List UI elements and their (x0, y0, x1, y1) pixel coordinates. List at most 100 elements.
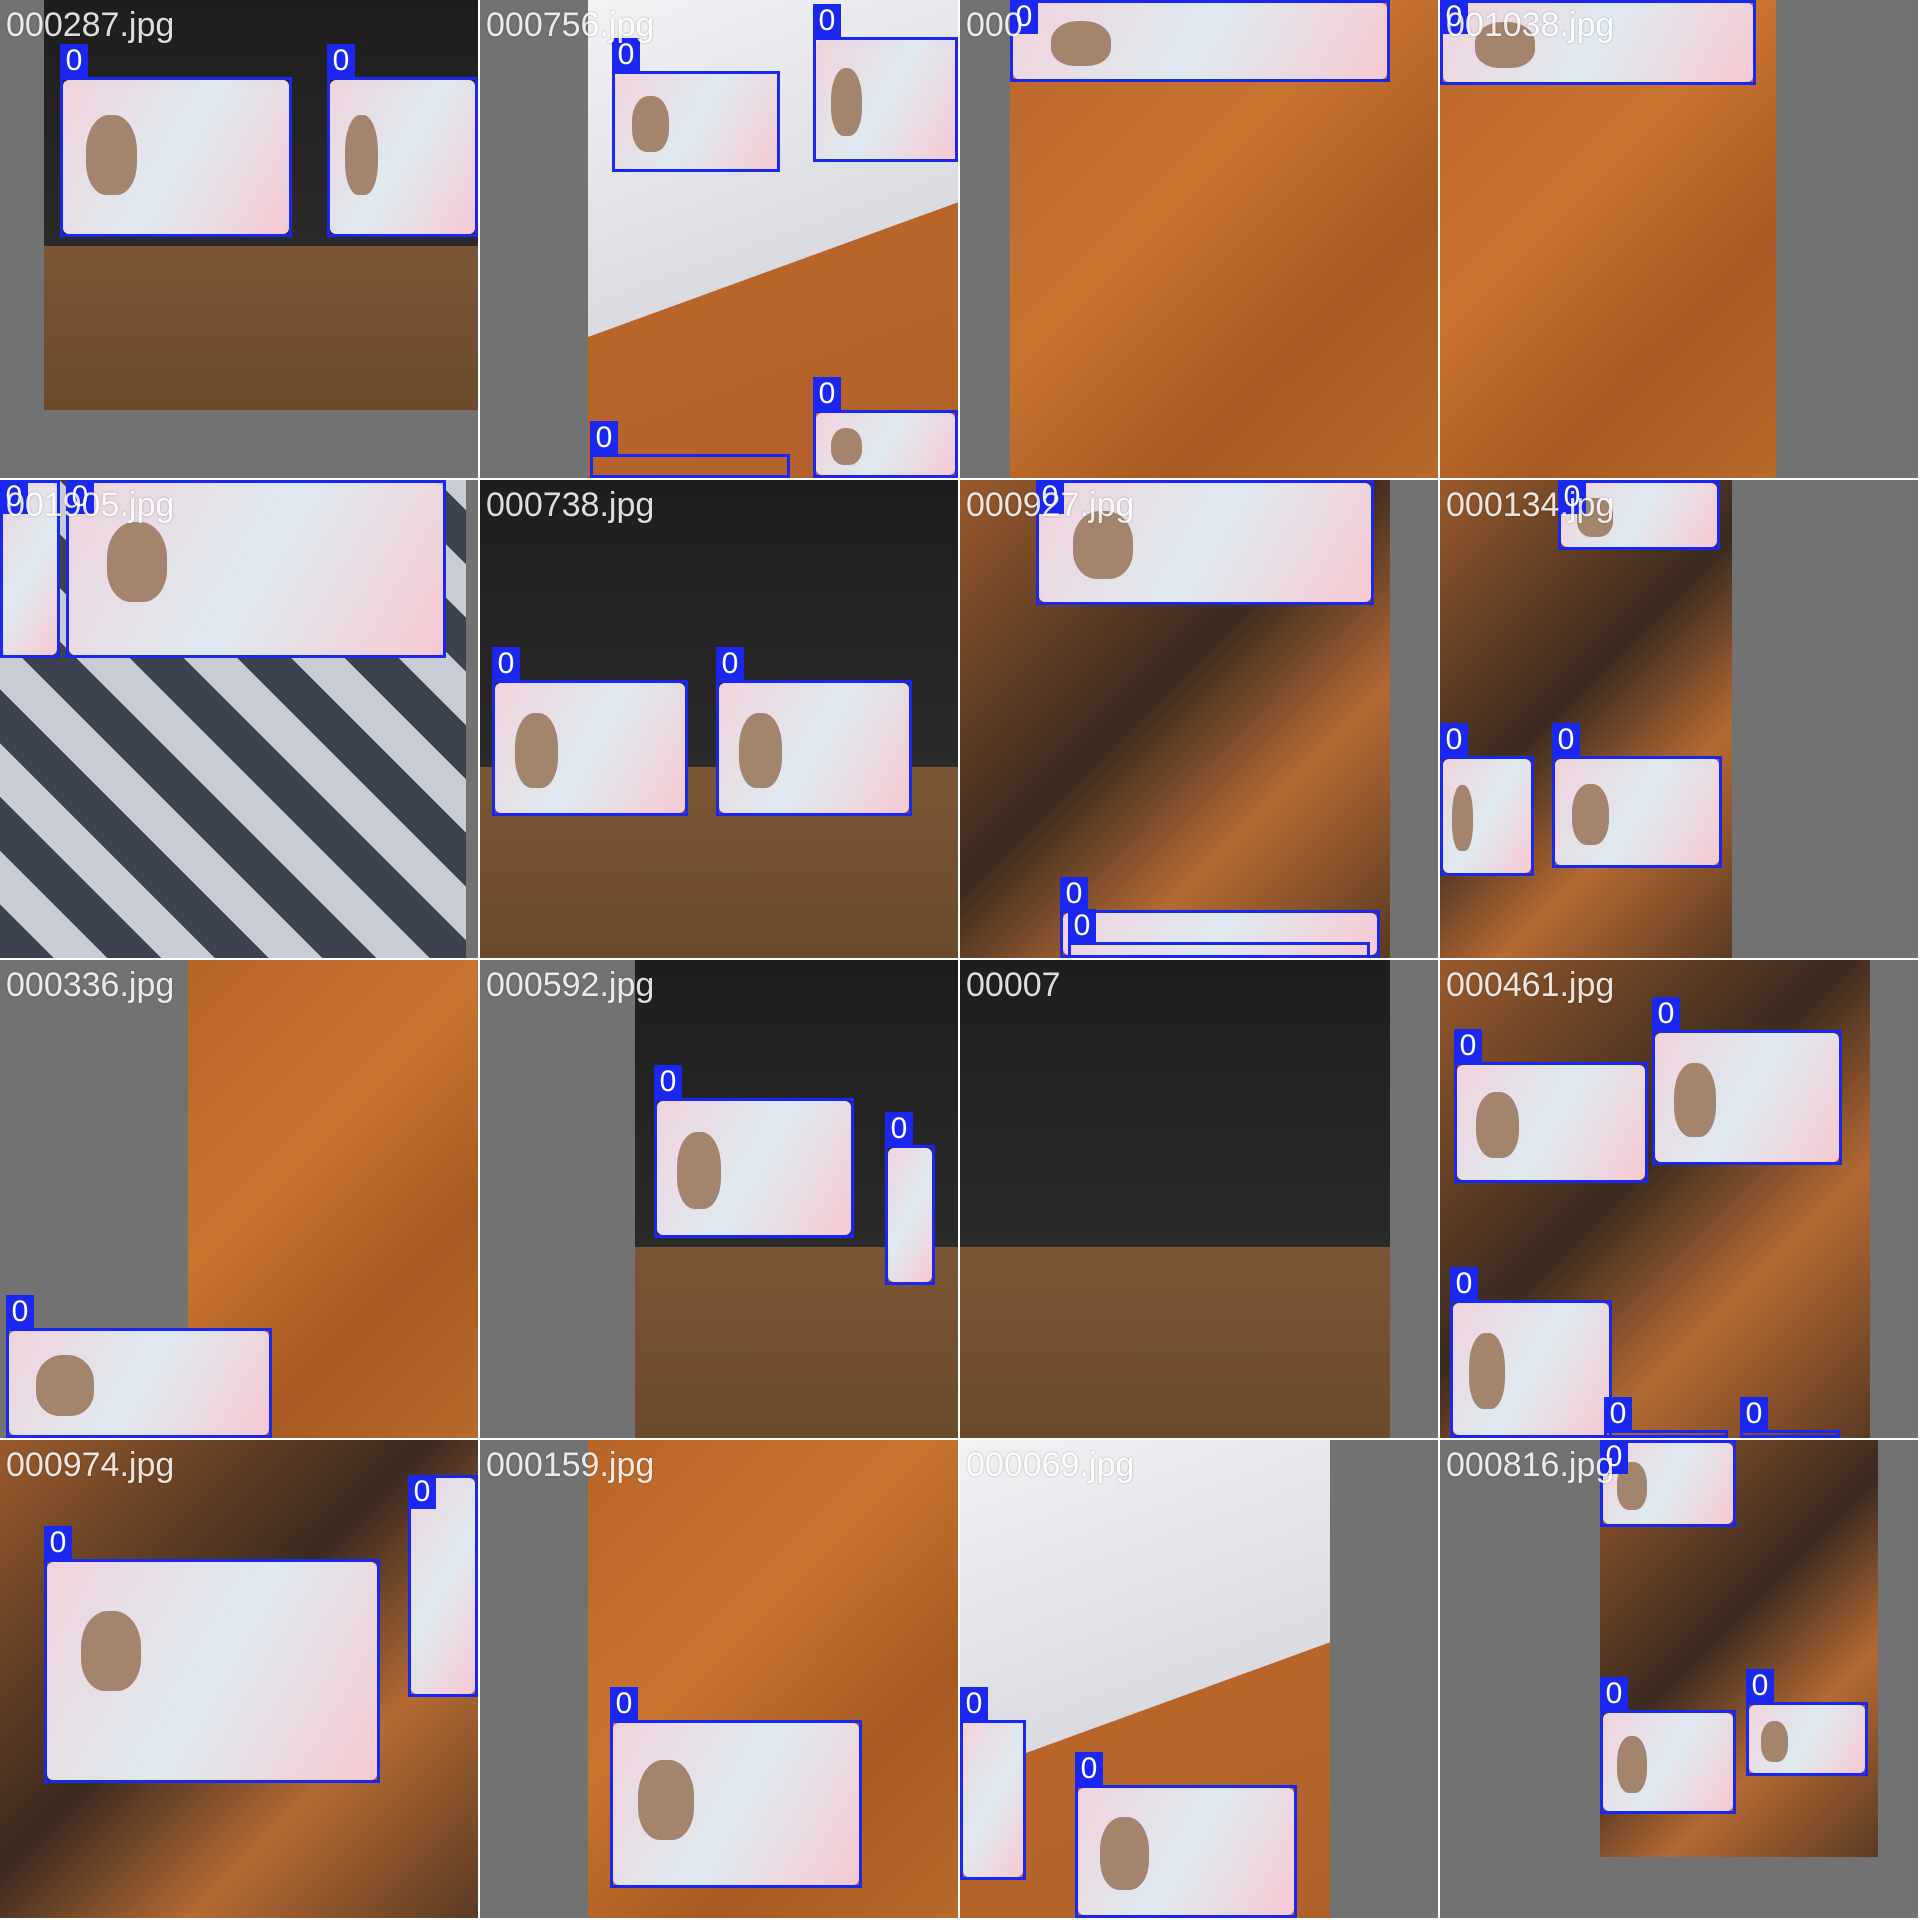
id-card (411, 1478, 475, 1694)
id-card (1063, 913, 1377, 955)
portrait-photo (1476, 1091, 1520, 1159)
class-label: 0 (960, 1687, 988, 1721)
class-label: 0 (60, 44, 88, 78)
tile-photo (1440, 480, 1732, 958)
detection-box: 0 (1454, 1029, 1648, 1183)
id-card (615, 74, 777, 169)
portrait-photo (830, 427, 863, 466)
class-label: 0 (492, 647, 520, 681)
mosaic-tile: 0 0 0 000134.jpg (1440, 480, 1918, 958)
detection-box: 0 (0, 480, 60, 658)
detection-box: 0 (1440, 723, 1534, 876)
id-card (1555, 759, 1719, 865)
mosaic-tile: 0 0 001905.jpg (0, 480, 478, 958)
detection-box: 0 (60, 44, 292, 237)
class-label: 0 (1060, 877, 1088, 911)
class-label: 0 (1440, 723, 1468, 757)
id-card (888, 1148, 932, 1282)
detection-box: 0 (885, 1112, 935, 1285)
class-label: 0 (1068, 909, 1096, 943)
detection-box: 0 (1746, 1669, 1868, 1776)
detection-box: 0 (1652, 997, 1842, 1165)
filename-label: 000069.jpg (966, 1446, 1135, 1484)
class-label: 0 (1552, 723, 1580, 757)
id-card (613, 1723, 859, 1885)
class-label: 0 (66, 480, 94, 514)
class-label: 0 (1075, 1752, 1103, 1786)
portrait-photo (1572, 783, 1610, 846)
detection-box: 0 (1068, 909, 1370, 958)
detection-box: 0 (1440, 0, 1756, 85)
class-label: 0 (1010, 0, 1038, 34)
portrait-photo (738, 712, 782, 788)
class-label: 0 (610, 1687, 638, 1721)
portrait-photo (35, 1355, 95, 1416)
portrait-photo (345, 115, 379, 196)
id-card (816, 40, 955, 159)
class-label: 0 (6, 1295, 34, 1329)
detection-box: 0 (1558, 480, 1720, 550)
detection-box: 0 (654, 1065, 854, 1238)
detection-box: 0 (960, 1687, 1026, 1880)
detection-box: 0 (590, 421, 790, 478)
detection-box: 0 (408, 1475, 478, 1697)
detection-box: 0 (716, 647, 912, 816)
class-label: 0 (716, 647, 744, 681)
class-label: 0 (1036, 480, 1064, 514)
detection-box: 0 (1604, 1397, 1728, 1438)
mosaic-tile: 0 0 000592.jpg (480, 960, 958, 1438)
id-card (69, 483, 443, 655)
portrait-photo (107, 522, 167, 603)
detection-box: 0 (1552, 723, 1722, 868)
id-card (657, 1101, 851, 1235)
class-label: 0 (813, 377, 841, 411)
class-label: 0 (327, 44, 355, 78)
filename-label: 000159.jpg (486, 1446, 655, 1484)
portrait-photo (631, 96, 669, 152)
detection-box: 0 (1450, 1267, 1612, 1438)
portrait-photo (638, 1759, 694, 1840)
class-label: 0 (885, 1112, 913, 1146)
mosaic-tile: 0 0 000974.jpg (0, 1440, 478, 1918)
id-card (63, 80, 289, 234)
id-card (1749, 1705, 1865, 1773)
detection-box: 0 (813, 4, 958, 162)
class-label: 0 (1652, 997, 1680, 1031)
mosaic-tile: 0 0 0 000816.jpg (1440, 1440, 1918, 1918)
portrait-photo (1452, 785, 1474, 852)
mosaic-tile: 00007 (960, 960, 1438, 1438)
id-card (963, 1723, 1023, 1877)
filename-label: 00007 (966, 966, 1061, 1004)
mosaic-tile: 0 0 000287.jpg (0, 0, 478, 478)
class-label: 0 (1558, 480, 1586, 514)
class-label: 0 (1440, 0, 1468, 34)
portrait-photo (1051, 21, 1111, 67)
class-label: 0 (612, 38, 640, 72)
class-label: 0 (1746, 1669, 1774, 1703)
portrait-photo (1100, 1817, 1150, 1891)
id-card (719, 683, 909, 813)
detection-box: 0 (44, 1526, 380, 1783)
portrait-photo (830, 67, 863, 137)
portrait-photo (1072, 510, 1133, 580)
detection-box: 0 (1010, 0, 1390, 82)
detection-box: 0 (813, 377, 958, 478)
mosaic-tile: 0 001038.jpg (1440, 0, 1918, 478)
filename-label: 000461.jpg (1446, 966, 1615, 1004)
portrait-photo (80, 1611, 141, 1692)
class-label: 0 (590, 421, 618, 455)
detection-box: 0 (6, 1295, 272, 1438)
id-card (495, 683, 685, 813)
filename-label: 000816.jpg (1446, 1446, 1615, 1484)
id-card (47, 1562, 377, 1780)
filename-label: 000592.jpg (486, 966, 655, 1004)
portrait-photo (86, 115, 138, 196)
mosaic-tile: 0 000159.jpg (480, 1440, 958, 1918)
class-label: 0 (1604, 1397, 1632, 1431)
detection-box: 0 (1075, 1752, 1297, 1918)
detection-box: 0 (327, 44, 478, 237)
portrait-photo (677, 1131, 721, 1209)
detection-box: 0 (1036, 480, 1374, 605)
id-card (1078, 1788, 1294, 1915)
